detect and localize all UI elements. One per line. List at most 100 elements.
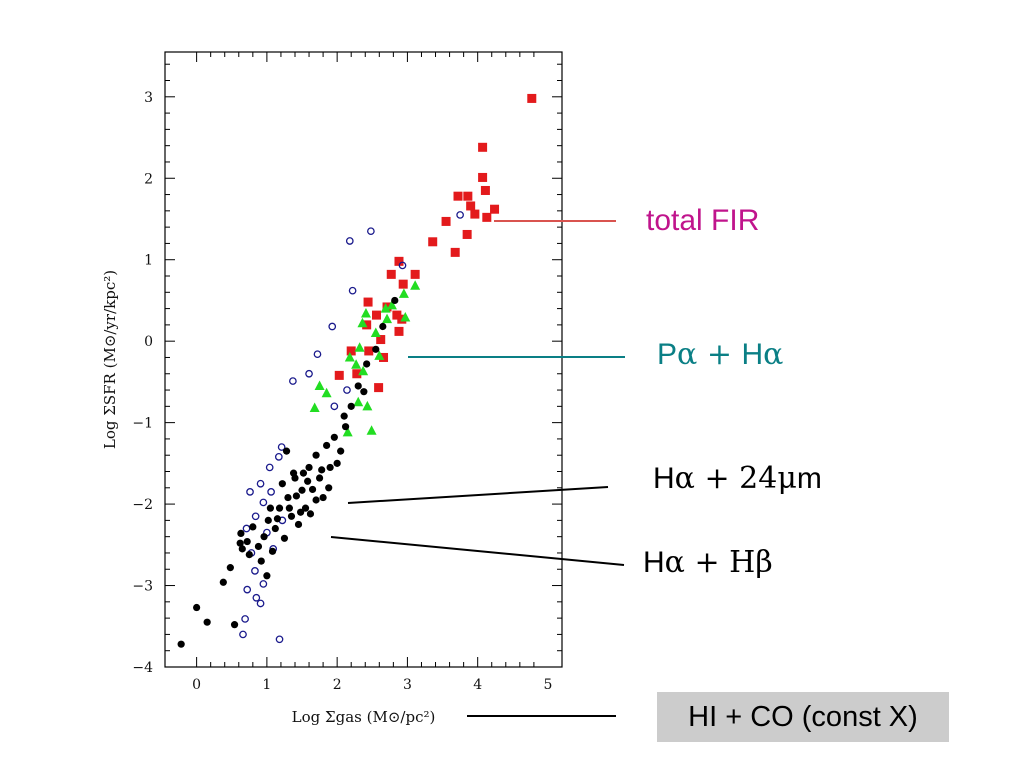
point-pa [400,312,411,322]
point-open [259,498,268,507]
leader-line-hahb [330,536,625,566]
point-open [241,615,249,623]
point-filled [347,402,355,410]
point-open [267,488,275,496]
annotation-text-segment: P [657,338,678,371]
point-filled [263,572,271,580]
point-fir [527,93,537,103]
point-open [242,524,251,533]
point-filled [292,492,300,500]
point-open [256,599,265,608]
annotation-text-segment: H [643,546,665,579]
point-open [256,479,265,488]
x-tick-label: 5 [543,677,552,693]
point-filled [312,496,320,504]
point-open [343,386,351,394]
point-filled [289,469,298,477]
point-filled [304,477,312,485]
annotation-text-segment: μ [777,461,797,496]
point-fir [463,191,473,201]
annotation-total-fir: total FIR [646,206,759,236]
point-fir [410,269,420,279]
point-filled [219,578,227,586]
point-fir [441,216,451,226]
point-filled [264,516,272,524]
point-filled [230,621,239,629]
point-pa [309,402,320,412]
point-filled [379,322,387,331]
point-filled [245,550,253,559]
point-open [274,452,283,461]
point-filled [280,534,289,542]
point-fir [478,142,488,152]
y-tick-label: 3 [144,90,153,106]
annotation-pa-ha: Pα + Hα [657,340,783,370]
y-tick-label: 1 [144,253,153,269]
point-open [251,512,260,521]
point-open [305,369,313,378]
point-filled [273,515,282,523]
point-filled [340,412,348,420]
y-tick-label: −1 [132,416,153,432]
point-fir [379,352,389,362]
point-fir [371,310,381,320]
point-filled [301,504,310,512]
point-filled [299,469,308,477]
point-fir [346,346,356,356]
point-fir [478,172,488,182]
point-fir [462,229,472,239]
point-pa [342,426,353,437]
point-filled [363,360,371,368]
point-filled [305,463,313,472]
point-fir [470,209,480,219]
point-open [328,322,337,331]
point-fir [374,383,384,393]
point-pa [351,359,362,369]
point-filled [238,545,246,553]
point-filled [354,382,362,390]
point-filled [203,618,211,626]
point-filled [275,504,284,512]
point-fir [394,326,404,336]
point-fir [352,369,362,379]
point-filled [278,480,286,488]
point-fir [450,247,460,257]
point-open [239,630,247,639]
point-filled [306,510,315,518]
point-open [330,402,339,411]
y-tick-label: −4 [132,660,153,676]
point-filled [391,296,399,305]
point-open [456,211,464,219]
point-open [367,227,375,236]
point-pa [386,299,397,310]
point-filled [297,508,305,516]
x-tick-label: 2 [333,677,342,693]
point-pa [366,425,377,435]
point-open [289,377,297,385]
y-axis-label: Log ΣSFR (M⊙/yr/kpc²) [101,270,119,449]
point-filled [323,441,331,450]
point-filled [254,542,263,551]
annotation-text-segment: + [684,545,730,580]
point-pa [357,317,368,328]
point-pa [380,303,391,313]
y-tick-label: −2 [132,497,153,513]
point-pa [362,400,373,411]
point-fir [466,201,476,211]
annotation-text-segment: + [697,337,742,372]
point-pa [398,288,409,298]
annotation-text-segment: α [763,337,784,372]
point-open [277,443,286,451]
annotation-hi-co: HI + CO (const X) [657,692,949,742]
point-fir [376,335,386,345]
point-open [275,635,284,644]
point-pa [410,280,421,290]
point-fir [334,370,344,380]
point-open [345,237,354,245]
point-open [398,261,407,270]
annotation-ha-24um: Hα + 24μm [653,464,822,494]
point-filled [285,504,293,512]
annotation-text-segment: α [677,337,698,372]
point-open [251,567,259,575]
